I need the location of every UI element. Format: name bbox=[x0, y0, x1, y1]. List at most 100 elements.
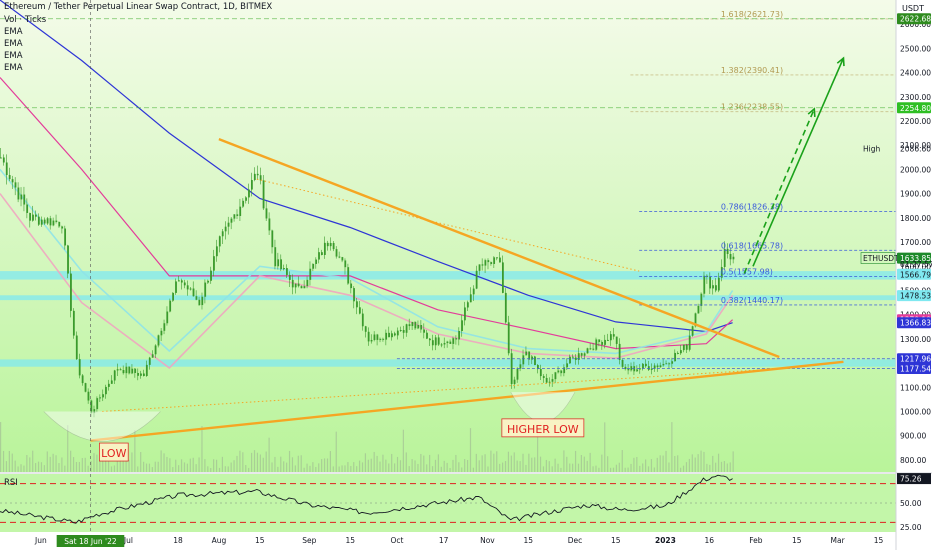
candle-body bbox=[233, 214, 236, 219]
volume-bar bbox=[659, 455, 661, 472]
candle-body bbox=[224, 226, 227, 232]
volume-bar bbox=[341, 465, 343, 472]
volume-bar bbox=[408, 466, 410, 472]
candle-body bbox=[221, 231, 224, 237]
volume-bar bbox=[551, 466, 553, 472]
legend-volume[interactable]: Vol · Ticks bbox=[4, 15, 47, 25]
candle-body bbox=[236, 214, 239, 216]
time-tick-label: 15 bbox=[523, 536, 533, 545]
volume-bar bbox=[557, 463, 559, 472]
candle-body bbox=[102, 394, 104, 398]
volume-bar bbox=[472, 467, 475, 472]
volume-bar bbox=[236, 455, 238, 472]
volume-bar bbox=[674, 456, 676, 472]
candle-body bbox=[501, 262, 504, 293]
volume-bar bbox=[72, 457, 75, 472]
volume-bar bbox=[665, 450, 667, 472]
candle-body bbox=[78, 359, 81, 376]
candle-body bbox=[680, 350, 682, 354]
legend-ema-4[interactable]: EMA bbox=[4, 63, 23, 73]
volume-bar bbox=[58, 463, 60, 472]
candle-body bbox=[326, 242, 329, 247]
candle-body bbox=[682, 344, 685, 351]
candle-body bbox=[110, 380, 113, 384]
candle-body bbox=[560, 370, 563, 374]
time-tick-label: 17 bbox=[439, 536, 449, 545]
time-tick-label: Aug bbox=[212, 536, 227, 545]
candle-body bbox=[726, 248, 729, 255]
volume-bar bbox=[706, 463, 708, 472]
candle-body bbox=[32, 214, 34, 221]
annotation-label-0: LOW bbox=[101, 447, 126, 460]
volume-bar bbox=[577, 463, 580, 472]
price-tick-label: 2200.00 bbox=[900, 117, 931, 126]
candle-body bbox=[81, 375, 84, 384]
candle-body bbox=[259, 175, 262, 181]
candle-body bbox=[607, 339, 609, 341]
candle-body bbox=[218, 236, 221, 247]
candle-body bbox=[195, 296, 198, 300]
volume-bar bbox=[64, 465, 66, 472]
legend-ema-2[interactable]: EMA bbox=[4, 39, 23, 49]
volume-bar bbox=[353, 462, 355, 472]
candle-body bbox=[250, 180, 253, 190]
volume-bar bbox=[388, 463, 390, 472]
volume-bar bbox=[691, 454, 693, 472]
volume-bar bbox=[522, 453, 524, 472]
candle-body bbox=[172, 292, 174, 301]
candle-body bbox=[580, 353, 583, 356]
volume-bar bbox=[732, 451, 734, 472]
volume-bar bbox=[645, 459, 647, 472]
candle-body bbox=[534, 356, 536, 366]
volume-bar bbox=[569, 463, 571, 472]
candle-body bbox=[183, 282, 186, 286]
candle-body bbox=[5, 162, 8, 176]
ema-line-0 bbox=[0, 0, 733, 333]
price-label-box-1 bbox=[897, 102, 931, 114]
volume-bar bbox=[525, 464, 527, 472]
volume-bar bbox=[539, 456, 542, 472]
volume-bar bbox=[329, 451, 331, 472]
volume-bar bbox=[700, 450, 702, 472]
volume-bar bbox=[709, 464, 711, 472]
volume-bar bbox=[338, 466, 340, 472]
volume-bar bbox=[145, 463, 148, 472]
candle-body bbox=[207, 280, 210, 283]
time-tick-label: 2023 bbox=[655, 536, 676, 545]
volume-bar bbox=[315, 466, 317, 472]
candle-body bbox=[557, 370, 560, 373]
volume-bar bbox=[382, 454, 384, 472]
candle-body bbox=[583, 353, 586, 356]
legend-ema-3[interactable]: EMA bbox=[4, 51, 23, 61]
candle-body bbox=[537, 365, 539, 370]
candle-body bbox=[645, 363, 647, 367]
volume-bar bbox=[218, 467, 221, 472]
volume-bar bbox=[137, 466, 139, 472]
candle-body bbox=[140, 373, 142, 376]
candle-body bbox=[551, 379, 554, 382]
candle-body bbox=[43, 219, 46, 224]
volume-bar bbox=[90, 460, 92, 472]
volume-bar bbox=[437, 454, 439, 472]
candle-body bbox=[373, 334, 376, 340]
volume-bar bbox=[11, 453, 13, 472]
legend-ema-1[interactable]: EMA bbox=[4, 27, 23, 37]
volume-bar bbox=[411, 459, 413, 472]
candle-body bbox=[344, 260, 347, 268]
volume-bar bbox=[52, 453, 54, 472]
candle-body bbox=[201, 296, 204, 306]
candle-body bbox=[618, 343, 621, 360]
trendline-3 bbox=[102, 367, 791, 412]
candle-body bbox=[639, 368, 641, 370]
volume-bar bbox=[46, 451, 48, 472]
candle-body bbox=[23, 194, 26, 205]
support-zone-0 bbox=[0, 271, 896, 280]
volume-bar bbox=[14, 460, 16, 472]
candle-body bbox=[198, 299, 201, 306]
volume-bar bbox=[29, 457, 31, 472]
candle-body bbox=[554, 372, 557, 380]
volume-bar bbox=[81, 457, 83, 472]
price-label-box-11 bbox=[897, 353, 931, 365]
candle-body bbox=[531, 356, 533, 360]
